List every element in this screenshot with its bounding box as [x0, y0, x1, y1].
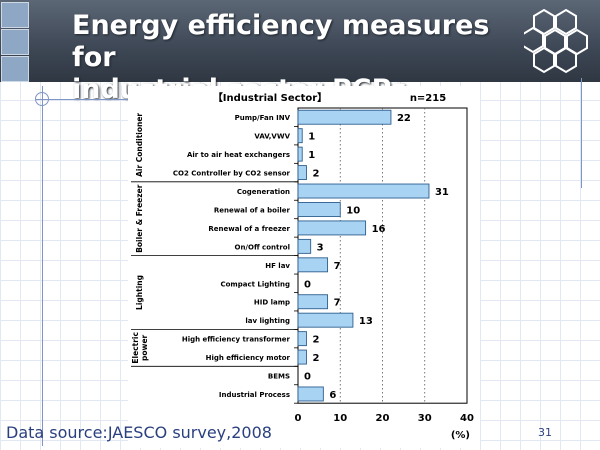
- category-label: HID lamp: [254, 299, 290, 307]
- group-label: Air Conditioner: [135, 113, 144, 177]
- bar: [297, 165, 307, 181]
- category-label: On/Off control: [235, 243, 291, 251]
- data-label: 3: [317, 242, 324, 253]
- data-label: 31: [435, 187, 449, 198]
- data-source-note: Data source:JAESCO survey,2008: [6, 423, 272, 442]
- bar: [297, 294, 329, 310]
- group-label: Lighting: [135, 275, 144, 310]
- bar: [297, 312, 354, 328]
- data-label: 0: [304, 279, 311, 290]
- x-tick-label: 10: [333, 413, 347, 424]
- hexagon-logo-icon: [524, 8, 588, 74]
- category-label: Renewal of a freezer: [208, 225, 290, 233]
- data-label: 13: [359, 316, 373, 327]
- category-label: Renewal of a boiler: [214, 206, 291, 214]
- slide-title-line1: Energy efficiency measures for: [72, 10, 490, 73]
- bar: [297, 331, 307, 347]
- bar: [297, 202, 341, 217]
- category-label: lav lighting: [245, 317, 290, 325]
- bar: [297, 220, 367, 236]
- title-banner: Energy efficiency measures for industria…: [0, 0, 600, 105]
- category-label: High efficiency motor: [206, 354, 291, 362]
- sample-size-label: n=215: [410, 93, 446, 104]
- data-label: 2: [312, 335, 319, 346]
- bar: [297, 146, 303, 162]
- category-label: Compact Lighting: [220, 280, 290, 288]
- x-tick-label: 30: [418, 413, 432, 424]
- bar: [297, 128, 303, 144]
- data-label: 6: [329, 390, 336, 401]
- category-label: High efficiency transformer: [182, 336, 291, 344]
- decorative-line: [42, 86, 43, 446]
- bird-photo-strip: [0, 0, 30, 82]
- chart-title: 【Industrial Sector】: [213, 91, 327, 104]
- bird-photo: [1, 2, 29, 28]
- unit-label: (%): [451, 430, 470, 441]
- data-label: 1: [308, 150, 315, 161]
- decorative-circle-icon: [35, 92, 49, 106]
- data-label: 2: [312, 169, 319, 180]
- bar: [297, 183, 430, 199]
- bar: [297, 109, 392, 125]
- data-label: 7: [334, 261, 341, 272]
- group-label: Electric: [131, 332, 140, 364]
- data-label: 7: [334, 298, 341, 309]
- x-tick-label: 20: [376, 413, 390, 424]
- data-label: 1: [308, 132, 315, 143]
- bird-photo: [1, 29, 29, 55]
- data-label: 2: [312, 353, 319, 364]
- page-number: 31: [538, 426, 552, 439]
- x-tick-label: 40: [460, 413, 474, 424]
- group-label: Boiler & Freezer: [135, 184, 144, 253]
- bird-photo: [1, 56, 29, 82]
- data-label: 10: [346, 205, 360, 216]
- data-label: 0: [304, 372, 311, 383]
- category-label: BEMS: [268, 373, 290, 381]
- bar: [297, 349, 307, 365]
- category-label: HF lav: [265, 262, 290, 270]
- category-label: VAV,VWV: [254, 133, 290, 141]
- data-label: 16: [372, 224, 386, 235]
- decorative-line: [581, 78, 582, 188]
- data-label: 22: [397, 113, 411, 124]
- decorative-line: [36, 99, 206, 100]
- group-label: power: [140, 334, 149, 361]
- category-label: Air to air heat exchangers: [187, 151, 290, 159]
- category-label: Pump/Fan INV: [235, 114, 291, 122]
- category-label: Industrial Process: [219, 391, 290, 399]
- bar: [297, 238, 312, 254]
- bar: [297, 386, 324, 402]
- bar: [297, 257, 329, 273]
- category-label: CO2 Controller by CO2 sensor: [173, 170, 291, 178]
- x-tick-label: 0: [295, 413, 302, 424]
- bar-chart: 【Industrial Sector】 n=215 (%) Air Condit…: [128, 86, 480, 448]
- category-label: Cogeneration: [237, 188, 290, 196]
